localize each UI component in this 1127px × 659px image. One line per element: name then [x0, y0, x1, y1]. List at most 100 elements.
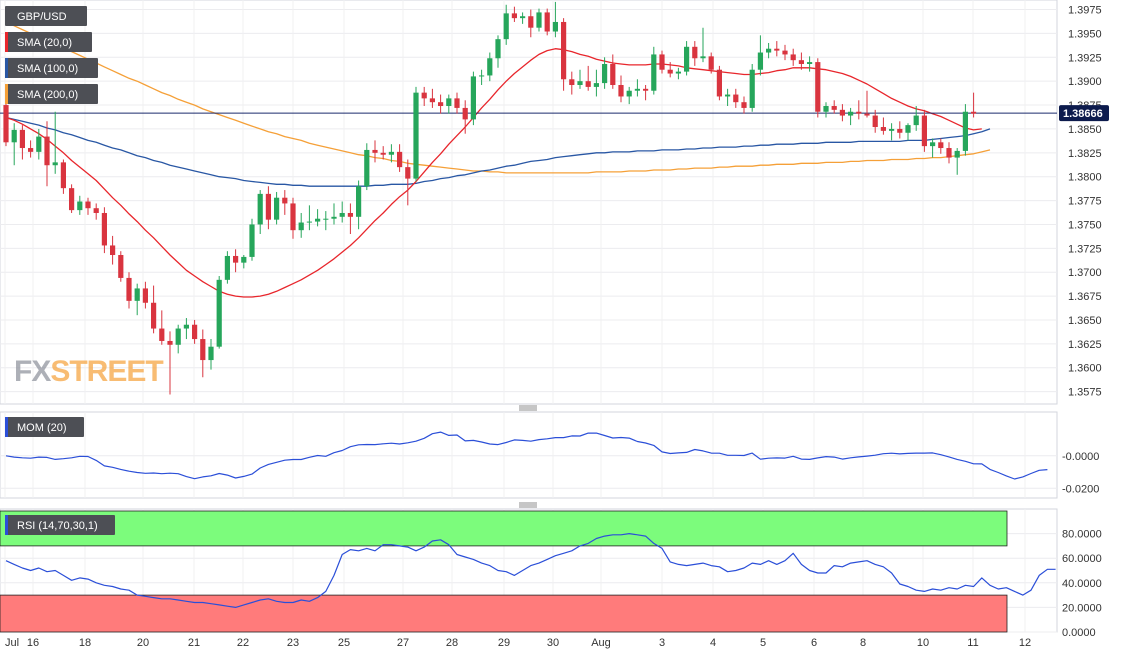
candle: [585, 65, 591, 91]
candle-body: [233, 255, 239, 263]
legend-item-bg: [5, 32, 92, 52]
candle-body: [331, 216, 337, 219]
candle-body: [397, 151, 403, 168]
candle-body: [528, 16, 534, 28]
candle: [569, 71, 575, 95]
price-tick-label: 1.3900: [1068, 76, 1102, 88]
candle-body: [864, 113, 870, 116]
sma-200-line: [5, 21, 991, 174]
candle-body: [889, 128, 895, 131]
x-tick-label: 30: [547, 637, 559, 649]
candle: [536, 8, 542, 32]
rsi-tick-label: 80.0000: [1062, 529, 1102, 541]
candle-body: [930, 142, 936, 147]
candle-body: [77, 201, 83, 211]
candle-body: [905, 125, 911, 133]
candle: [643, 85, 649, 101]
candle: [85, 197, 91, 215]
price-tick-label: 1.3725: [1068, 243, 1102, 255]
candle: [503, 4, 509, 45]
price-tick-label: 1.3975: [1068, 5, 1102, 17]
candle-body: [36, 136, 42, 152]
watermark-street: STREET: [50, 355, 163, 388]
candle-body: [438, 102, 444, 107]
x-tick-label: 29: [498, 637, 510, 649]
candle-body: [200, 339, 206, 361]
candle: [766, 42, 772, 59]
candle-body: [44, 136, 50, 166]
candle-body: [725, 94, 731, 97]
candle: [356, 180, 362, 230]
candle: [528, 9, 534, 38]
candle-body: [315, 218, 321, 222]
candle-body: [962, 111, 968, 151]
rsi-resize-handle[interactable]: [519, 502, 537, 508]
indicator-lines: [5, 431, 1056, 609]
candle-body: [807, 62, 813, 64]
candle: [921, 109, 927, 152]
legend-item-text: SMA (20,0): [17, 37, 72, 49]
candle-body: [774, 48, 780, 51]
legend-item-text: GBP/USD: [17, 11, 67, 23]
x-tick-label: 21: [188, 637, 200, 649]
candle: [429, 88, 435, 108]
rsi-tick-label: 40.0000: [1062, 578, 1102, 590]
candle-body: [626, 90, 632, 97]
rsi-legend-swatch: [5, 515, 8, 535]
candle: [741, 96, 747, 114]
candle-body: [749, 69, 755, 108]
candle: [364, 143, 370, 191]
candle-body: [339, 212, 345, 217]
x-tick-label: Aug: [591, 637, 611, 649]
price-tick-label: 1.3825: [1068, 148, 1102, 160]
candle: [798, 52, 804, 70]
legend: GBP/USD SMA (20,0) SMA (100,0) SMA (200,0) M…: [5, 6, 115, 535]
candle: [438, 94, 444, 114]
candle-body: [618, 85, 624, 97]
candle: [872, 109, 878, 133]
rsi-overbought-zone: [0, 510, 1008, 547]
candle: [962, 104, 968, 156]
legend-item-bg: [5, 58, 98, 78]
price-tick-label: 1.3625: [1068, 339, 1102, 351]
candle-body: [503, 13, 509, 40]
candle-body: [52, 162, 58, 166]
candle-body: [487, 58, 493, 76]
candle-body: [282, 197, 288, 204]
candle: [971, 92, 977, 118]
price-tick-label: 1.3950: [1068, 28, 1102, 40]
candle-body: [536, 12, 542, 28]
candle: [200, 329, 206, 378]
candle-body: [610, 63, 616, 86]
candle-body: [192, 324, 198, 340]
candle: [3, 101, 9, 147]
candle: [544, 8, 550, 36]
candle-body: [716, 69, 722, 97]
candle: [110, 235, 116, 265]
candle-body: [110, 245, 116, 256]
fxstreet-watermark: FXSTREET: [14, 355, 164, 388]
candle-body: [544, 12, 550, 32]
mom-line: [5, 431, 1048, 480]
candle-body: [470, 76, 476, 120]
candle-body: [684, 46, 690, 72]
candle: [101, 207, 107, 254]
candle-body: [151, 302, 157, 329]
mom-resize-handle[interactable]: [519, 405, 537, 411]
candle: [192, 319, 198, 344]
candle: [454, 92, 460, 114]
mom-legend-text: MOM (20): [17, 422, 67, 434]
candle: [52, 111, 58, 174]
candle: [233, 249, 239, 273]
candle: [142, 281, 148, 309]
x-tick-label: 12: [1019, 637, 1031, 649]
candle: [69, 184, 75, 213]
candle: [807, 56, 813, 72]
candle-body: [356, 186, 362, 217]
candle: [290, 197, 296, 239]
candle: [224, 251, 230, 284]
rsi-oversold-zone: [0, 594, 1008, 633]
candle-body: [790, 54, 796, 61]
candle-body: [643, 88, 649, 91]
